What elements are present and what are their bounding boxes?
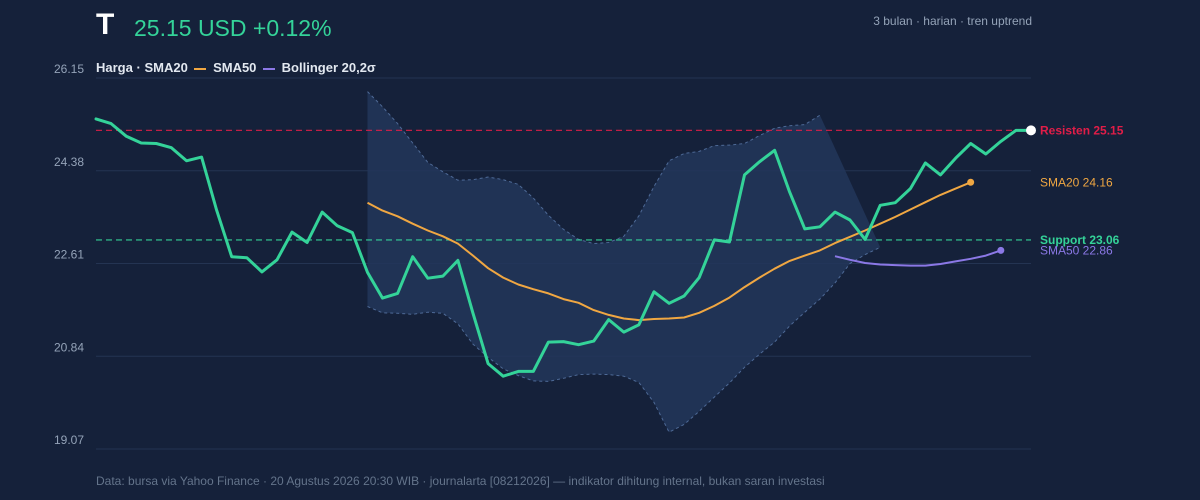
- legend-sma50: SMA50: [213, 60, 257, 75]
- bollinger-lower-line: [367, 246, 881, 433]
- legend-swatch-sma50: [194, 67, 207, 70]
- legend: Harga · SMA20 SMA50 Bollinger 20,2σ: [96, 60, 376, 75]
- bollinger-fill: [367, 91, 881, 433]
- price-end-dot: [1026, 125, 1036, 136]
- legend-bollinger: Bollinger 20,2σ: [281, 60, 376, 75]
- chart-meta: 3 bulan · harian · tren uptrend: [873, 14, 1032, 28]
- sma50-line: [834, 249, 1002, 267]
- legend-swatch-bollinger: [263, 67, 276, 70]
- sma20-end-dot: [967, 178, 975, 186]
- bollinger-band: [367, 91, 881, 433]
- sma20-end-label: SMA20 24.16: [1040, 175, 1113, 189]
- y-tick-label: 26.15: [54, 62, 84, 76]
- sma50-end-label: SMA50 22.86: [1040, 243, 1113, 257]
- legend-price: Harga: [96, 60, 133, 75]
- ticker-symbol: T: [96, 8, 115, 41]
- sma50-end-dot: [997, 246, 1005, 254]
- y-tick-label: 22.61: [54, 248, 84, 262]
- price-change: 25.15 USD +0.12%: [134, 15, 332, 41]
- levels: [96, 129, 1031, 241]
- support-label: Support 23.06: [1040, 233, 1120, 247]
- bollinger-upper-line: [367, 91, 821, 245]
- legend-sep: ·: [136, 60, 141, 75]
- y-tick-label: 19.07: [54, 433, 84, 447]
- footer-source: Data: bursa via Yahoo Finance · 20 Agust…: [96, 474, 825, 488]
- price-line: [94, 117, 1033, 378]
- end-labels: Resisten 25.15 SMA20 24.16 Support 23.06SM…: [967, 123, 1124, 257]
- y-tick-label: 20.84: [54, 340, 84, 354]
- y-tick-label: 24.38: [54, 155, 84, 169]
- legend-sma20: SMA20: [144, 60, 188, 75]
- series-lines: [94, 117, 1033, 378]
- resistance-label: Resisten 25.15: [1040, 123, 1124, 137]
